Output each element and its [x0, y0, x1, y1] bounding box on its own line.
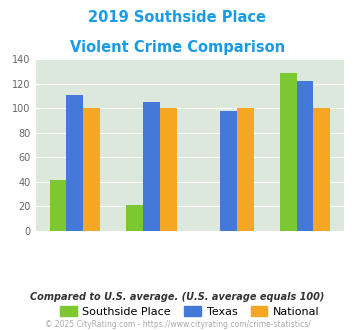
Bar [50, 180, 66, 231]
Legend: Southside Place, Texas, National: Southside Place, Texas, National [56, 302, 324, 321]
Bar [83, 109, 100, 231]
Bar [160, 109, 177, 231]
Bar [237, 109, 253, 231]
Bar [296, 82, 313, 231]
Bar [220, 111, 237, 231]
Bar [313, 109, 330, 231]
Text: 2019 Southside Place: 2019 Southside Place [88, 10, 267, 25]
Text: © 2025 CityRating.com - https://www.cityrating.com/crime-statistics/: © 2025 CityRating.com - https://www.city… [45, 320, 310, 329]
Bar [280, 73, 296, 231]
Text: Violent Crime Comparison: Violent Crime Comparison [70, 40, 285, 54]
Bar [66, 95, 83, 231]
Bar [143, 102, 160, 231]
Text: Compared to U.S. average. (U.S. average equals 100): Compared to U.S. average. (U.S. average … [30, 292, 325, 302]
Bar [126, 205, 143, 231]
